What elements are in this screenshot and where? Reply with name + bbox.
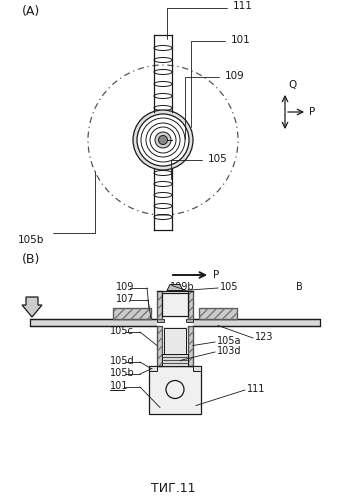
Bar [188, 326, 193, 366]
Text: P: P [213, 270, 219, 280]
Text: 105b: 105b [18, 235, 44, 245]
Bar [157, 290, 162, 318]
Polygon shape [22, 297, 42, 317]
Bar [193, 366, 201, 370]
Bar [188, 290, 193, 318]
Polygon shape [167, 284, 183, 290]
Text: 107: 107 [116, 294, 135, 304]
Circle shape [158, 136, 167, 144]
Bar [188, 290, 193, 318]
Text: 103d: 103d [217, 346, 242, 356]
Text: ΤИГ.11: ΤИГ.11 [151, 482, 195, 495]
Text: 101: 101 [231, 35, 251, 45]
Text: 105a: 105a [217, 336, 242, 346]
Text: 111: 111 [233, 1, 253, 11]
Text: 111: 111 [247, 384, 265, 394]
Text: 109: 109 [116, 282, 134, 292]
Text: P: P [309, 107, 315, 117]
Bar [157, 326, 162, 366]
Bar [157, 318, 193, 326]
Bar [199, 308, 237, 318]
Text: 105d: 105d [110, 356, 135, 366]
Text: 105: 105 [208, 154, 228, 164]
Text: 105b: 105b [110, 368, 135, 378]
Text: 123: 123 [255, 332, 273, 342]
Circle shape [137, 114, 189, 166]
Text: (B): (B) [22, 253, 40, 266]
Text: 105: 105 [220, 282, 238, 292]
Bar [149, 366, 201, 414]
Text: 109: 109 [225, 71, 245, 81]
Bar [113, 308, 151, 318]
Bar [162, 354, 188, 366]
Bar [162, 292, 188, 316]
Text: Q: Q [288, 80, 296, 90]
Bar [113, 308, 151, 318]
Text: 101: 101 [110, 381, 128, 391]
Text: 109b: 109b [170, 282, 194, 292]
Circle shape [133, 110, 193, 170]
Bar [186, 318, 193, 322]
Bar [188, 326, 193, 366]
Text: (A): (A) [22, 5, 40, 18]
Bar [164, 328, 186, 353]
Circle shape [155, 132, 171, 148]
Text: B: B [296, 282, 303, 292]
Bar [30, 318, 320, 326]
Bar [199, 308, 237, 318]
Text: 105c: 105c [110, 326, 134, 336]
Bar [157, 290, 162, 318]
Bar [157, 318, 164, 322]
Bar [149, 366, 157, 370]
Bar [157, 326, 162, 366]
